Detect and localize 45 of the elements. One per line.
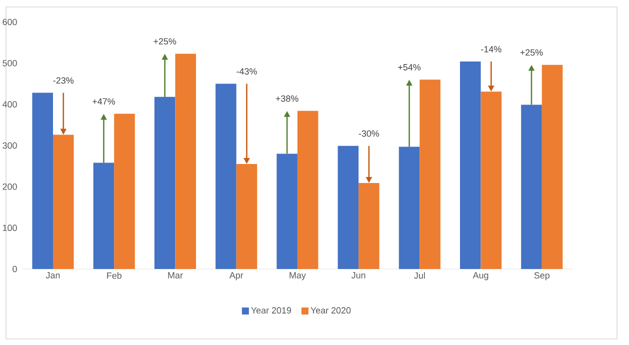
bar: [398, 146, 420, 269]
bar: [93, 162, 114, 269]
y-tick-label: 400: [2, 101, 17, 108]
x-tick-label: Mar: [168, 272, 183, 278]
x-tick-label: Aug: [472, 272, 488, 280]
y-tick-label: 300: [2, 142, 17, 149]
bar: [358, 182, 380, 269]
annotation: +47%: [92, 98, 115, 105]
y-tick-label: 600: [2, 18, 17, 26]
legend-label: Year 2019: [251, 307, 292, 314]
y-tick-label: 0: [12, 266, 17, 272]
bar: [521, 104, 542, 269]
y-tick-label: 500: [2, 60, 17, 66]
bar: [236, 164, 258, 269]
x-tick-label: Jul: [414, 272, 425, 279]
bar: [338, 146, 359, 269]
x-tick-label: Jan: [46, 272, 60, 278]
bar: [114, 114, 135, 269]
x-tick-label: May: [290, 272, 306, 280]
annotation: -14%: [481, 46, 502, 52]
bar: [297, 110, 318, 269]
bar: [216, 84, 236, 269]
legend-label: Year 2020: [310, 307, 351, 314]
annotation: +25%: [520, 49, 543, 56]
x-tick-label: Sep: [534, 272, 550, 280]
y-tick-label: 200: [2, 183, 17, 190]
annotation: +25%: [154, 38, 176, 45]
y-tick-label: 100: [2, 224, 17, 232]
bar: [175, 54, 196, 269]
bar: [154, 96, 176, 269]
bar: [53, 134, 74, 269]
x-tick-label: Apr: [229, 272, 244, 280]
bar: [276, 154, 298, 269]
annotation: +54%: [398, 64, 421, 70]
x-tick-label: Feb: [107, 272, 122, 279]
bar: [420, 80, 440, 269]
bar: [480, 92, 502, 269]
bar: [542, 64, 563, 269]
bar: [32, 92, 53, 269]
x-tick-label: Jun: [351, 272, 366, 278]
annotation: -43%: [236, 68, 257, 75]
annotation: +38%: [276, 95, 298, 102]
annotation: -30%: [358, 130, 380, 137]
bar: [460, 62, 481, 269]
annotation: -23%: [53, 77, 74, 84]
